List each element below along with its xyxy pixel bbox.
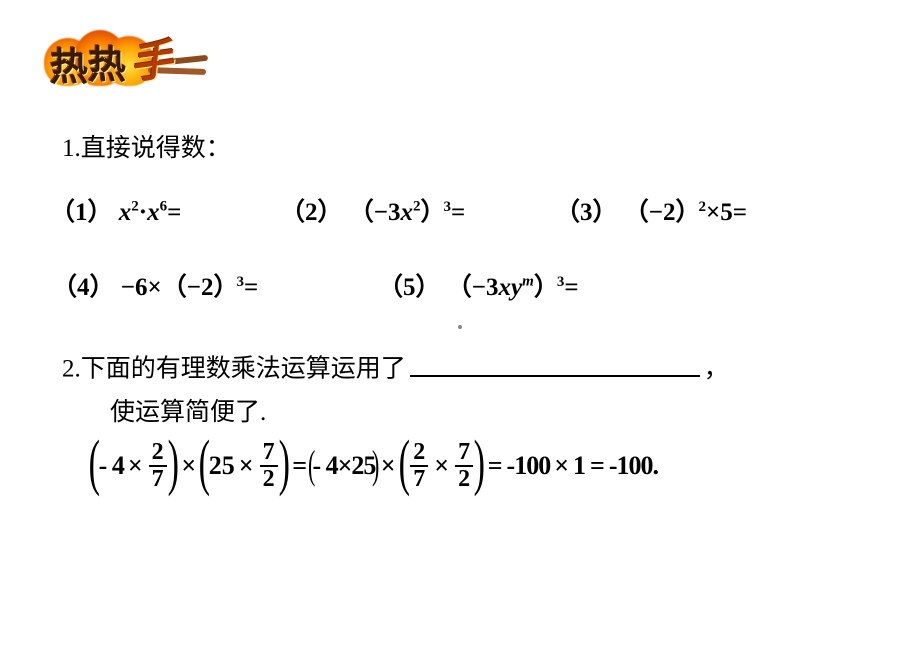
paren-open: （ — [624, 199, 649, 226]
term: - 4 — [99, 451, 124, 481]
equals: = — [488, 451, 503, 481]
mul-op: × — [181, 451, 196, 481]
result: -100. — [609, 451, 658, 481]
exp: 3 — [237, 274, 245, 290]
equals: = — [564, 274, 578, 301]
paren-close: ） — [534, 274, 559, 301]
var-x: x — [119, 199, 132, 226]
exp: 2 — [131, 199, 139, 215]
num: 1 — [573, 451, 586, 481]
num: 5= — [720, 199, 747, 226]
fraction: 7 2 — [455, 440, 473, 492]
equals: = — [590, 451, 605, 481]
paren-close: ） — [421, 199, 446, 226]
item-label: （3） — [555, 199, 618, 226]
exp: 6 — [160, 199, 168, 215]
dot-op: · — [139, 199, 147, 226]
q2-comma: ， — [704, 356, 729, 383]
exp: 2 — [413, 199, 421, 215]
term: -100 — [507, 451, 551, 481]
q1-item-1: （1） x2·x6= — [50, 192, 181, 228]
equals: = — [244, 274, 258, 301]
fraction: 2 7 — [410, 440, 428, 492]
var-x: x — [401, 199, 414, 226]
neg-num: −2 — [187, 274, 214, 301]
q2-equation: ( - 4 × 2 7 ) × ( 25 × 7 2 ) = ( - 4×25 … — [90, 440, 658, 492]
neg-num: −3 — [374, 199, 401, 226]
denom: 2 — [455, 467, 473, 492]
paren-close: ） — [676, 199, 701, 226]
paren-open: （ — [349, 199, 374, 226]
mul-op: × — [128, 451, 143, 481]
q2-line2: 使运算简便了. — [110, 392, 266, 428]
mul-op: × — [434, 451, 449, 481]
equals: = — [451, 199, 465, 226]
exp-m: m — [522, 274, 534, 290]
numer: 7 — [455, 440, 473, 465]
denom: 2 — [260, 467, 278, 492]
item-label: （1） — [50, 199, 113, 226]
q1-item-2: （2） （−3x2）3= — [280, 192, 465, 228]
mul-op: × — [706, 199, 720, 226]
denom: 7 — [410, 467, 428, 492]
neg-num: −3 — [472, 274, 499, 301]
term: - 4×25 — [312, 451, 375, 481]
paren-open: （ — [162, 274, 187, 301]
center-dot-icon — [458, 325, 462, 329]
q1-item-4: （4） −6×（−2）3= — [52, 267, 258, 303]
equals: = — [292, 451, 307, 481]
exp: 2 — [699, 199, 707, 215]
fill-blank — [410, 347, 700, 377]
paren-close: ） — [214, 274, 239, 301]
logo-char-1: 热 — [50, 36, 88, 91]
logo-warmup: 热 热 手 — [48, 28, 198, 94]
mul-op: × — [239, 451, 254, 481]
numer: 7 — [260, 440, 278, 465]
q2-line1: 2.下面的有理数乘法运算运用了 ， — [62, 347, 729, 385]
equals: = — [167, 199, 181, 226]
logo-char-3: 手 — [126, 25, 176, 91]
num: 25 — [209, 451, 235, 481]
numer: 2 — [410, 440, 428, 465]
var-xy: xy — [499, 274, 523, 301]
item-label: （2） — [280, 199, 343, 226]
q1-item-5: （5） （−3xym）3= — [378, 267, 579, 303]
numer: 2 — [149, 440, 167, 465]
mul-op: × — [381, 451, 396, 481]
mul-op: × — [554, 451, 569, 481]
neg-num: −2 — [649, 199, 676, 226]
fraction: 7 2 — [260, 440, 278, 492]
paren-open: （ — [447, 274, 472, 301]
expr: −6× — [121, 274, 162, 301]
q2-text-a: 2.下面的有理数乘法运算运用了 — [62, 356, 406, 383]
var-x: x — [147, 199, 160, 226]
logo-char-2: 热 — [88, 34, 126, 89]
item-label: （4） — [52, 274, 115, 301]
q1-item-3: （3） （−2）2×5= — [555, 192, 747, 228]
q1-heading: 1.直接说得数： — [62, 128, 231, 164]
fraction: 2 7 — [149, 440, 167, 492]
item-label: （5） — [378, 274, 441, 301]
denom: 7 — [149, 467, 167, 492]
exp: 3 — [444, 199, 452, 215]
